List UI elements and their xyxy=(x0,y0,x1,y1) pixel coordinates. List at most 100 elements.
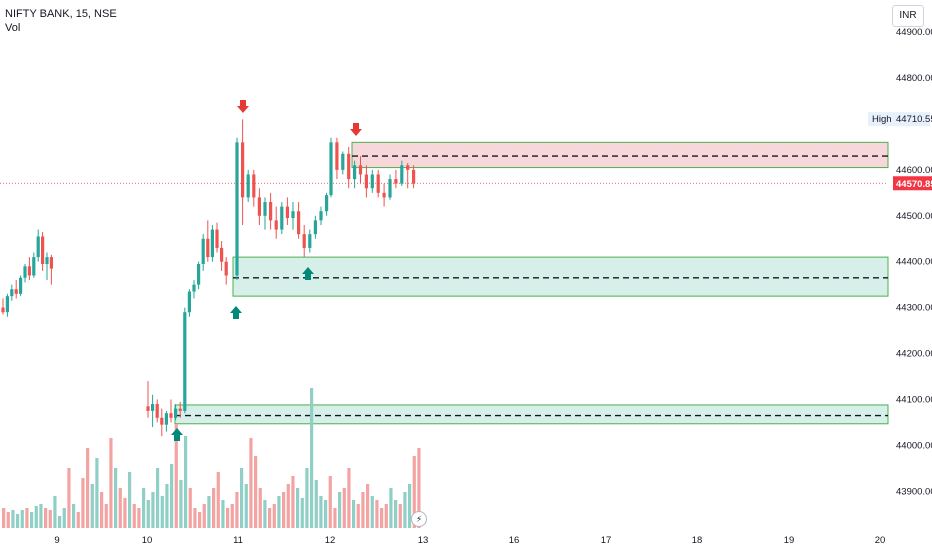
volume-bar xyxy=(216,472,220,528)
volume-bar xyxy=(193,508,197,528)
volume-bar xyxy=(221,500,225,528)
candle-body xyxy=(183,312,187,411)
candle xyxy=(406,162,410,189)
volume-bar xyxy=(142,488,146,528)
volume-bar xyxy=(389,488,393,528)
demand-zone-3 xyxy=(174,404,889,425)
y-tick-label: 44200.00 xyxy=(896,349,932,360)
candle xyxy=(329,137,333,198)
volume-bar xyxy=(366,484,370,528)
candle-body xyxy=(160,417,164,425)
candle xyxy=(178,401,182,418)
candle xyxy=(280,202,284,235)
symbol-title[interactable]: NIFTY BANK, 15, NSE xyxy=(5,8,117,20)
candle xyxy=(269,192,273,230)
candle xyxy=(246,169,250,203)
volume-bar xyxy=(235,492,239,528)
x-tick-label: 10 xyxy=(142,535,153,546)
volume-bar xyxy=(310,388,314,528)
volume-bar xyxy=(109,438,113,528)
candle-body xyxy=(382,192,386,198)
volume-bar xyxy=(212,488,216,528)
price-axis[interactable]: 43900.00 44000.00 44100.00 44200.00 44300.00… xyxy=(868,27,932,497)
volume-bar xyxy=(347,468,351,528)
volume-bar xyxy=(342,488,346,528)
candle-body xyxy=(302,234,306,248)
volume-bar xyxy=(48,510,52,528)
supply-zone-1 xyxy=(351,141,889,169)
high-marker-value: 44710.55 xyxy=(896,114,932,125)
candle xyxy=(394,169,398,189)
volume-bar xyxy=(151,492,155,528)
candle xyxy=(164,410,168,432)
candle xyxy=(308,229,312,253)
candle-body xyxy=(49,257,53,269)
volume-bar xyxy=(244,484,248,528)
volume-bar xyxy=(160,496,164,528)
candle xyxy=(32,252,36,278)
candle xyxy=(297,202,301,239)
candle-body xyxy=(146,406,150,411)
candle-body xyxy=(45,257,49,264)
volume-bar xyxy=(333,508,337,528)
candle-body xyxy=(27,266,31,276)
candle-body xyxy=(353,165,357,180)
volume-bar xyxy=(268,508,272,528)
candle-body xyxy=(257,197,261,216)
volume-bar xyxy=(417,448,421,528)
candle xyxy=(364,165,368,198)
volume-bar xyxy=(380,508,384,528)
candle xyxy=(10,284,14,301)
candle-body xyxy=(41,236,45,264)
volume-bar xyxy=(291,476,295,528)
candle xyxy=(23,264,27,283)
candle-body xyxy=(319,211,323,221)
volume-bar xyxy=(72,504,76,528)
volume-bar xyxy=(356,504,360,528)
x-tick-label: 16 xyxy=(509,535,520,546)
volume-bar xyxy=(118,488,122,528)
volume-bar xyxy=(324,500,328,528)
candle xyxy=(146,381,150,418)
x-tick-label: 9 xyxy=(54,535,59,546)
volume-bar xyxy=(6,512,10,528)
currency-button[interactable]: INR xyxy=(892,5,924,27)
candle xyxy=(206,220,210,262)
volume-bar xyxy=(408,484,412,528)
candle xyxy=(151,394,155,427)
candle-body xyxy=(164,413,168,425)
candle xyxy=(388,174,392,200)
candle xyxy=(325,192,329,216)
x-tick-label: 17 xyxy=(601,535,612,546)
candle-body xyxy=(329,142,333,196)
candle xyxy=(313,215,317,239)
high-marker-label: High xyxy=(872,114,892,125)
time-axis[interactable]: 9 10 11 12 13 16 17 18 19 20 xyxy=(54,535,885,546)
candle xyxy=(36,229,40,262)
candle xyxy=(192,280,196,299)
candle xyxy=(1,298,5,315)
volume-bar xyxy=(198,512,202,528)
lightning-icon[interactable]: ⚡ xyxy=(411,511,427,527)
candle-body xyxy=(169,413,173,418)
candle-body xyxy=(246,174,250,198)
volume-bar xyxy=(375,500,379,528)
candle-body xyxy=(394,179,398,184)
candle-body xyxy=(412,169,416,184)
volume-bar xyxy=(170,464,174,528)
y-tick-label: 44100.00 xyxy=(896,394,932,405)
high-marker-bg xyxy=(868,112,930,127)
volume-bar xyxy=(184,436,188,528)
candle xyxy=(210,224,214,262)
y-tick-label: 44400.00 xyxy=(896,257,932,268)
candle-body xyxy=(210,229,214,258)
volume-bar xyxy=(254,456,258,528)
volume-bar xyxy=(398,504,402,528)
x-tick-label: 20 xyxy=(875,535,886,546)
candle-body xyxy=(364,174,368,189)
volume-label[interactable]: Vol xyxy=(5,22,21,34)
candle xyxy=(335,137,339,180)
candle-body xyxy=(187,291,191,313)
volume-bar xyxy=(114,468,118,528)
